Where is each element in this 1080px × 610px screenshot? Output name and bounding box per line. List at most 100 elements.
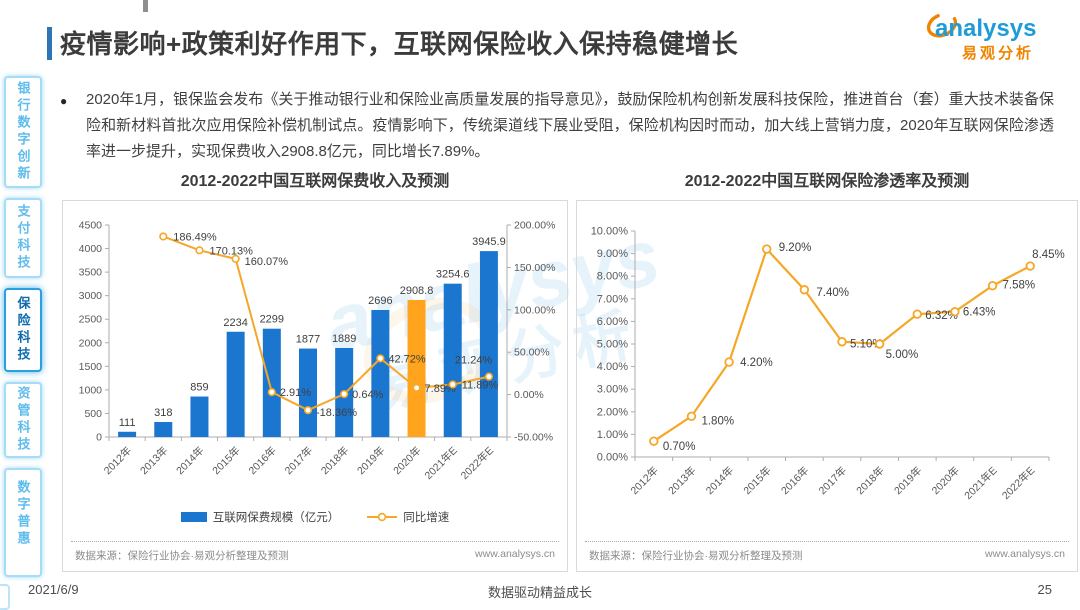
bar-2017年 (299, 348, 317, 437)
penetration-value-label: 9.20% (779, 242, 812, 254)
bar-2016年 (262, 328, 281, 437)
y-tick-label: 0.00% (597, 452, 628, 464)
x-tick-label: 2019年 (354, 444, 387, 477)
legend-bar-swatch (180, 512, 207, 522)
penetration-marker-2021年E (987, 280, 998, 291)
left-source-text: 数据来源：保险行业协会·易观分析整理及预测 (75, 550, 289, 562)
growth-value-label: 160.07% (245, 256, 289, 268)
y-tick-label: 6.00% (597, 316, 628, 328)
bar-value-label: 2696 (368, 295, 392, 307)
sidebar-tabs: 银行数字创新支付科技保险科技资管科技数字普惠 (4, 76, 42, 577)
bar-value-label: 1889 (332, 333, 356, 345)
growth-marker-2022年E (484, 372, 494, 381)
bullet-dot: ● (60, 94, 68, 108)
sidebar-fragment (0, 584, 10, 610)
bar-value-label: 111 (119, 417, 136, 429)
penetration-value-label: 6.43% (963, 307, 996, 319)
sidebar-tab-资管科技[interactable]: 资管科技 (4, 382, 42, 458)
x-tick-label: 2015年 (741, 464, 774, 497)
x-tick-label: 2012年 (628, 464, 661, 497)
x-tick-label: 2017年 (282, 444, 315, 477)
left-source-url: www.analysys.cn (475, 548, 555, 560)
y-right-tick-label: 200.00% (514, 220, 555, 232)
bar-2022年E (479, 251, 498, 437)
x-tick-label: 2022年E (999, 464, 1037, 502)
penetration-value-label: 8.45% (1032, 249, 1065, 261)
growth-value-label: 186.49% (173, 231, 217, 243)
bar-value-label: 2299 (260, 314, 284, 326)
x-tick-label: 2014年 (173, 444, 206, 477)
x-tick-label: 2021年E (422, 444, 460, 482)
legend-line-label: 同比增速 (403, 512, 450, 524)
premium-chart: 0 500 1000 1500 2000 2500 3000 3500 4000 4500 -50.… (79, 220, 556, 483)
footer-date: 2021/6/9 (28, 582, 79, 597)
growth-marker-2014年 (195, 246, 204, 255)
y-left-tick-label: 3000 (79, 290, 103, 302)
y-tick-label: 9.00% (597, 248, 628, 260)
y-right-tick-label: -50.00% (514, 432, 553, 444)
growth-value-label: 2.91% (280, 387, 311, 399)
growth-marker-2020年 (412, 383, 421, 393)
penetration-chart: 0.00% 1.00% 2.00% 3.00% 4.00% 5.00% 6.00% 7.00%… (591, 226, 1065, 503)
penetration-value-label: 4.20% (740, 357, 773, 369)
y-left-tick-label: 0 (96, 432, 102, 444)
footer: 2021/6/9 数据驱动精益成长 25 (0, 582, 1080, 600)
footer-slogan: 数据驱动精益成长 (487, 585, 592, 600)
x-tick-label: 2013年 (665, 464, 698, 497)
footer-page-number: 25 (1037, 582, 1052, 597)
left-chart-title: 2012-2022中国互联网保费收入及预测 (180, 173, 450, 190)
x-tick-label: 2014年 (703, 464, 736, 497)
sidebar-tab-支付科技[interactable]: 支付科技 (4, 198, 42, 278)
x-tick-label: 2018年 (854, 464, 887, 497)
logo-brand-text: analysys (935, 15, 1036, 42)
bar-value-label: 1877 (296, 334, 320, 346)
premium-chart-legend: 互联网保费规模（亿元） 同比增速 (63, 505, 567, 529)
x-tick-label: 2022年E (458, 444, 496, 482)
sidebar-tab-保险科技[interactable]: 保险科技 (4, 288, 42, 372)
penetration-marker-2016年 (799, 285, 810, 295)
bar-2019年 (371, 309, 390, 437)
x-tick-label: 2012年 (101, 444, 134, 477)
growth-marker-2019年 (376, 354, 385, 363)
bar-value-label: 318 (154, 407, 172, 419)
x-tick-label: 2013年 (137, 444, 170, 477)
title-accent-bar (47, 27, 52, 60)
x-tick-label: 2020年 (929, 464, 962, 497)
penetration-marker-2022年E (1025, 261, 1035, 271)
y-left-tick-label: 4500 (79, 220, 103, 232)
growth-value-label: 7.89% (425, 383, 456, 395)
y-left-tick-label: 2000 (79, 337, 103, 349)
bar-value-label: 3254.6 (436, 269, 470, 281)
sidebar-tab-数字普惠[interactable]: 数字普惠 (4, 468, 42, 577)
penetration-value-label: 5.00% (886, 349, 919, 361)
growth-marker-2013年 (159, 232, 168, 241)
growth-marker-2021年E (448, 380, 457, 389)
y-tick-label: 2.00% (597, 406, 628, 418)
penetration-chart-panel: 0.00% 1.00% 2.00% 3.00% 4.00% 5.00% 6.00% 7.00%… (576, 200, 1078, 572)
bar-2021年E (443, 283, 462, 437)
y-right-tick-label: 0.00% (514, 389, 544, 401)
growth-marker-2018年 (340, 389, 349, 399)
penetration-marker-2013年 (686, 411, 697, 422)
y-left-tick-label: 3500 (79, 267, 103, 279)
top-tick-mark (143, 0, 148, 12)
y-tick-label: 8.00% (597, 271, 628, 283)
intro-text: 2020年1月，银保监会发布《关于推动银行业和保险业高质量发展的指导意见》，鼓励… (86, 91, 1054, 160)
penetration-marker-2015年 (762, 244, 772, 254)
logo-swoosh-icon (926, 12, 958, 38)
bar-2020年 (407, 299, 426, 437)
growth-marker-2017年 (303, 406, 313, 415)
intro-paragraph: ● 2020年1月，银保监会发布《关于推动银行业和保险业高质量发展的指导意见》，… (60, 87, 1054, 165)
y-right-tick-label: 100.00% (514, 304, 555, 316)
growth-value-label: 21.24% (455, 355, 493, 367)
premium-chart-panel: 0 500 1000 1500 2000 2500 3000 3500 4000 4500 -50.… (62, 200, 568, 572)
left-source-row: 数据来源：保险行业协会·易观分析整理及预测 www.analysys.cn (71, 541, 559, 571)
sidebar-tab-银行数字创新[interactable]: 银行数字创新 (4, 76, 42, 188)
y-right-tick-label: 150.00% (514, 262, 555, 274)
x-tick-label: 2015年 (210, 444, 243, 477)
bar-value-label: 859 (190, 382, 208, 394)
y-tick-label: 7.00% (597, 293, 628, 305)
penetration-value-label: 0.70% (663, 441, 696, 453)
penetration-value-label: 5.10% (850, 339, 883, 351)
y-left-tick-label: 2500 (79, 314, 103, 326)
